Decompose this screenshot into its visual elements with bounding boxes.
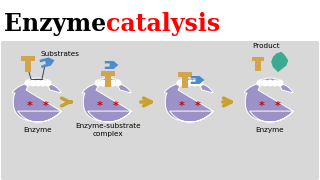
Bar [25, 61, 31, 72]
Circle shape [261, 80, 268, 87]
Bar [105, 76, 111, 87]
Text: *: * [27, 101, 33, 111]
Text: *: * [195, 101, 201, 111]
Text: *: * [43, 101, 49, 111]
Bar [178, 72, 192, 77]
Text: Product: Product [252, 43, 280, 49]
Circle shape [191, 80, 198, 87]
Circle shape [181, 80, 188, 87]
Polygon shape [271, 52, 288, 72]
Circle shape [177, 80, 183, 87]
Polygon shape [164, 78, 213, 122]
Text: catalysis: catalysis [106, 12, 220, 36]
Bar [21, 57, 35, 61]
Polygon shape [12, 78, 61, 122]
Circle shape [257, 80, 263, 87]
Circle shape [271, 80, 278, 87]
Circle shape [35, 80, 42, 87]
Bar [255, 61, 261, 71]
Bar [101, 71, 115, 76]
Text: Enzyme: Enzyme [4, 12, 114, 36]
Text: Enzyme-substrate
complex: Enzyme-substrate complex [75, 123, 141, 137]
Text: Enzyme: Enzyme [24, 127, 52, 133]
Circle shape [29, 80, 36, 87]
Circle shape [109, 80, 116, 87]
Polygon shape [39, 57, 55, 68]
Bar [252, 57, 264, 61]
Text: *: * [179, 101, 185, 111]
Circle shape [187, 80, 194, 87]
Polygon shape [244, 78, 293, 122]
Circle shape [105, 80, 111, 87]
FancyBboxPatch shape [1, 41, 319, 180]
Circle shape [94, 80, 101, 87]
Circle shape [267, 80, 274, 87]
Circle shape [100, 80, 107, 87]
Text: Substrates: Substrates [41, 51, 79, 57]
Text: *: * [259, 101, 265, 111]
Text: *: * [97, 101, 103, 111]
Text: *: * [113, 101, 119, 111]
Circle shape [39, 80, 46, 87]
Circle shape [276, 80, 284, 87]
Polygon shape [191, 76, 204, 84]
Circle shape [115, 80, 122, 87]
Circle shape [196, 80, 204, 87]
Text: Enzyme: Enzyme [256, 127, 284, 133]
Circle shape [44, 80, 52, 87]
Circle shape [25, 80, 31, 87]
Text: *: * [275, 101, 281, 111]
Bar [182, 77, 188, 88]
Polygon shape [105, 61, 118, 69]
Polygon shape [82, 78, 131, 122]
